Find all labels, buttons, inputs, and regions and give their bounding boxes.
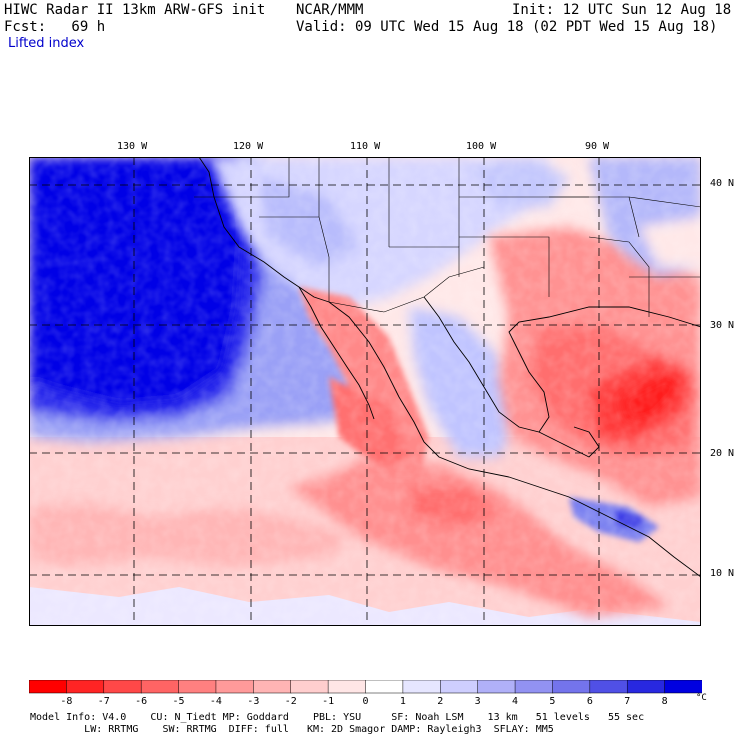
colorbar-tick-label: -2 xyxy=(284,696,297,707)
colorbar-swatch xyxy=(552,680,591,694)
colorbar-tick-label: 0 xyxy=(362,696,369,707)
colorbar-tick-label: -1 xyxy=(322,696,335,707)
coastlines xyxy=(198,157,701,578)
colorbar-tick-label: -7 xyxy=(97,696,110,707)
colorbar-unit: °C xyxy=(696,693,707,703)
colorbar-swatch xyxy=(589,680,628,694)
colorbar-swatch xyxy=(327,680,367,694)
colorbar-tick-label: -5 xyxy=(172,696,185,707)
map-canvas xyxy=(29,157,701,626)
lat-label-40n: 40 N xyxy=(710,178,735,189)
model-info-line1: Model Info: V4.0 CU: N_Tiedt MP: Goddard… xyxy=(30,712,645,723)
field-texture xyxy=(29,157,701,626)
lon-label-120w: 120 W xyxy=(233,141,264,152)
lon-label-90w: 90 W xyxy=(585,141,610,152)
colorbar xyxy=(29,680,702,694)
colorbar-tick-label: 6 xyxy=(586,696,593,707)
lifted-index-map xyxy=(29,157,701,626)
colorbar-tick-label: 8 xyxy=(661,696,668,707)
forecast-hour: Fcst: 69 h xyxy=(4,19,106,35)
colorbar-swatch xyxy=(140,680,180,694)
institution-label: NCAR/MMM xyxy=(296,2,364,18)
init-time: Init: 12 UTC Sun 12 Aug 18 xyxy=(512,2,732,18)
map-frame xyxy=(29,157,701,626)
lon-label-130w: 130 W xyxy=(117,141,148,152)
colorbar-tick-label: 7 xyxy=(624,696,631,707)
model-info-line2: LW: RRTMG SW: RRTMG DIFF: full KM: 2D Sm… xyxy=(30,724,554,735)
lat-label-20n: 20 N xyxy=(710,448,735,459)
colorbar-swatch xyxy=(402,680,442,694)
lon-label-110w: 110 W xyxy=(350,141,381,152)
colorbar-swatch xyxy=(103,680,142,694)
colorbar-swatch xyxy=(440,680,479,694)
model-title: HIWC Radar II 13km ARW-GFS init xyxy=(4,2,266,18)
lat-label-10n: 10 N xyxy=(710,568,735,579)
colorbar-swatch xyxy=(253,680,292,694)
lon-label-100w: 100 W xyxy=(466,141,497,152)
colorbar-tick-label: -3 xyxy=(247,696,260,707)
political-borders xyxy=(194,157,701,317)
colorbar-tick-label: -4 xyxy=(209,696,222,707)
colorbar-swatch xyxy=(477,680,516,694)
colorbar-tick-label: -6 xyxy=(135,696,148,707)
colorbar-swatch xyxy=(365,680,404,694)
colorbar-swatch xyxy=(29,680,68,694)
colorbar-swatch xyxy=(66,680,105,694)
colorbar-tick-label: 1 xyxy=(399,696,406,707)
graticule xyxy=(29,157,701,626)
colorbar-swatch xyxy=(290,680,329,694)
valid-time: Valid: 09 UTC Wed 15 Aug 18 (02 PDT Wed … xyxy=(296,19,718,35)
colorbar-tick-label: 5 xyxy=(549,696,556,707)
colorbar-tick-label: 4 xyxy=(512,696,519,707)
field-name: Lifted index xyxy=(8,36,85,51)
colorbar-tick-label: -8 xyxy=(60,696,73,707)
colorbar-tick-label: 3 xyxy=(474,696,481,707)
lat-label-30n: 30 N xyxy=(710,320,735,331)
colorbar-swatch xyxy=(178,680,217,694)
colorbar-swatch xyxy=(514,680,554,694)
colorbar-swatch xyxy=(215,680,255,694)
colorbar-swatch xyxy=(626,680,666,694)
colorbar-swatch xyxy=(664,680,702,694)
colorbar-tick-label: 2 xyxy=(437,696,444,707)
